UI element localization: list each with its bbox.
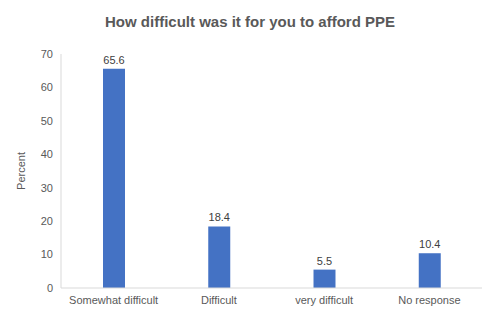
svg-text:very difficult: very difficult xyxy=(295,294,353,306)
svg-text:50: 50 xyxy=(41,115,53,127)
svg-text:Somewhat difficult: Somewhat difficult xyxy=(69,294,158,306)
svg-text:5.5: 5.5 xyxy=(317,255,332,267)
svg-text:Difficult: Difficult xyxy=(201,294,237,306)
svg-text:70: 70 xyxy=(41,48,53,60)
svg-text:30: 30 xyxy=(41,182,53,194)
svg-text:No response: No response xyxy=(398,294,460,306)
svg-text:10: 10 xyxy=(41,248,53,260)
svg-text:40: 40 xyxy=(41,148,53,160)
svg-text:60: 60 xyxy=(41,81,53,93)
svg-text:Percent: Percent xyxy=(15,152,27,190)
svg-text:0: 0 xyxy=(47,282,53,294)
svg-text:65.6: 65.6 xyxy=(103,54,124,66)
html-text:How difficult was it for you t: How difficult was it for you to afford P… xyxy=(105,13,395,30)
svg-text:20: 20 xyxy=(41,215,53,227)
svg-text:18.4: 18.4 xyxy=(209,211,230,223)
svg-text:10.4: 10.4 xyxy=(419,238,440,250)
